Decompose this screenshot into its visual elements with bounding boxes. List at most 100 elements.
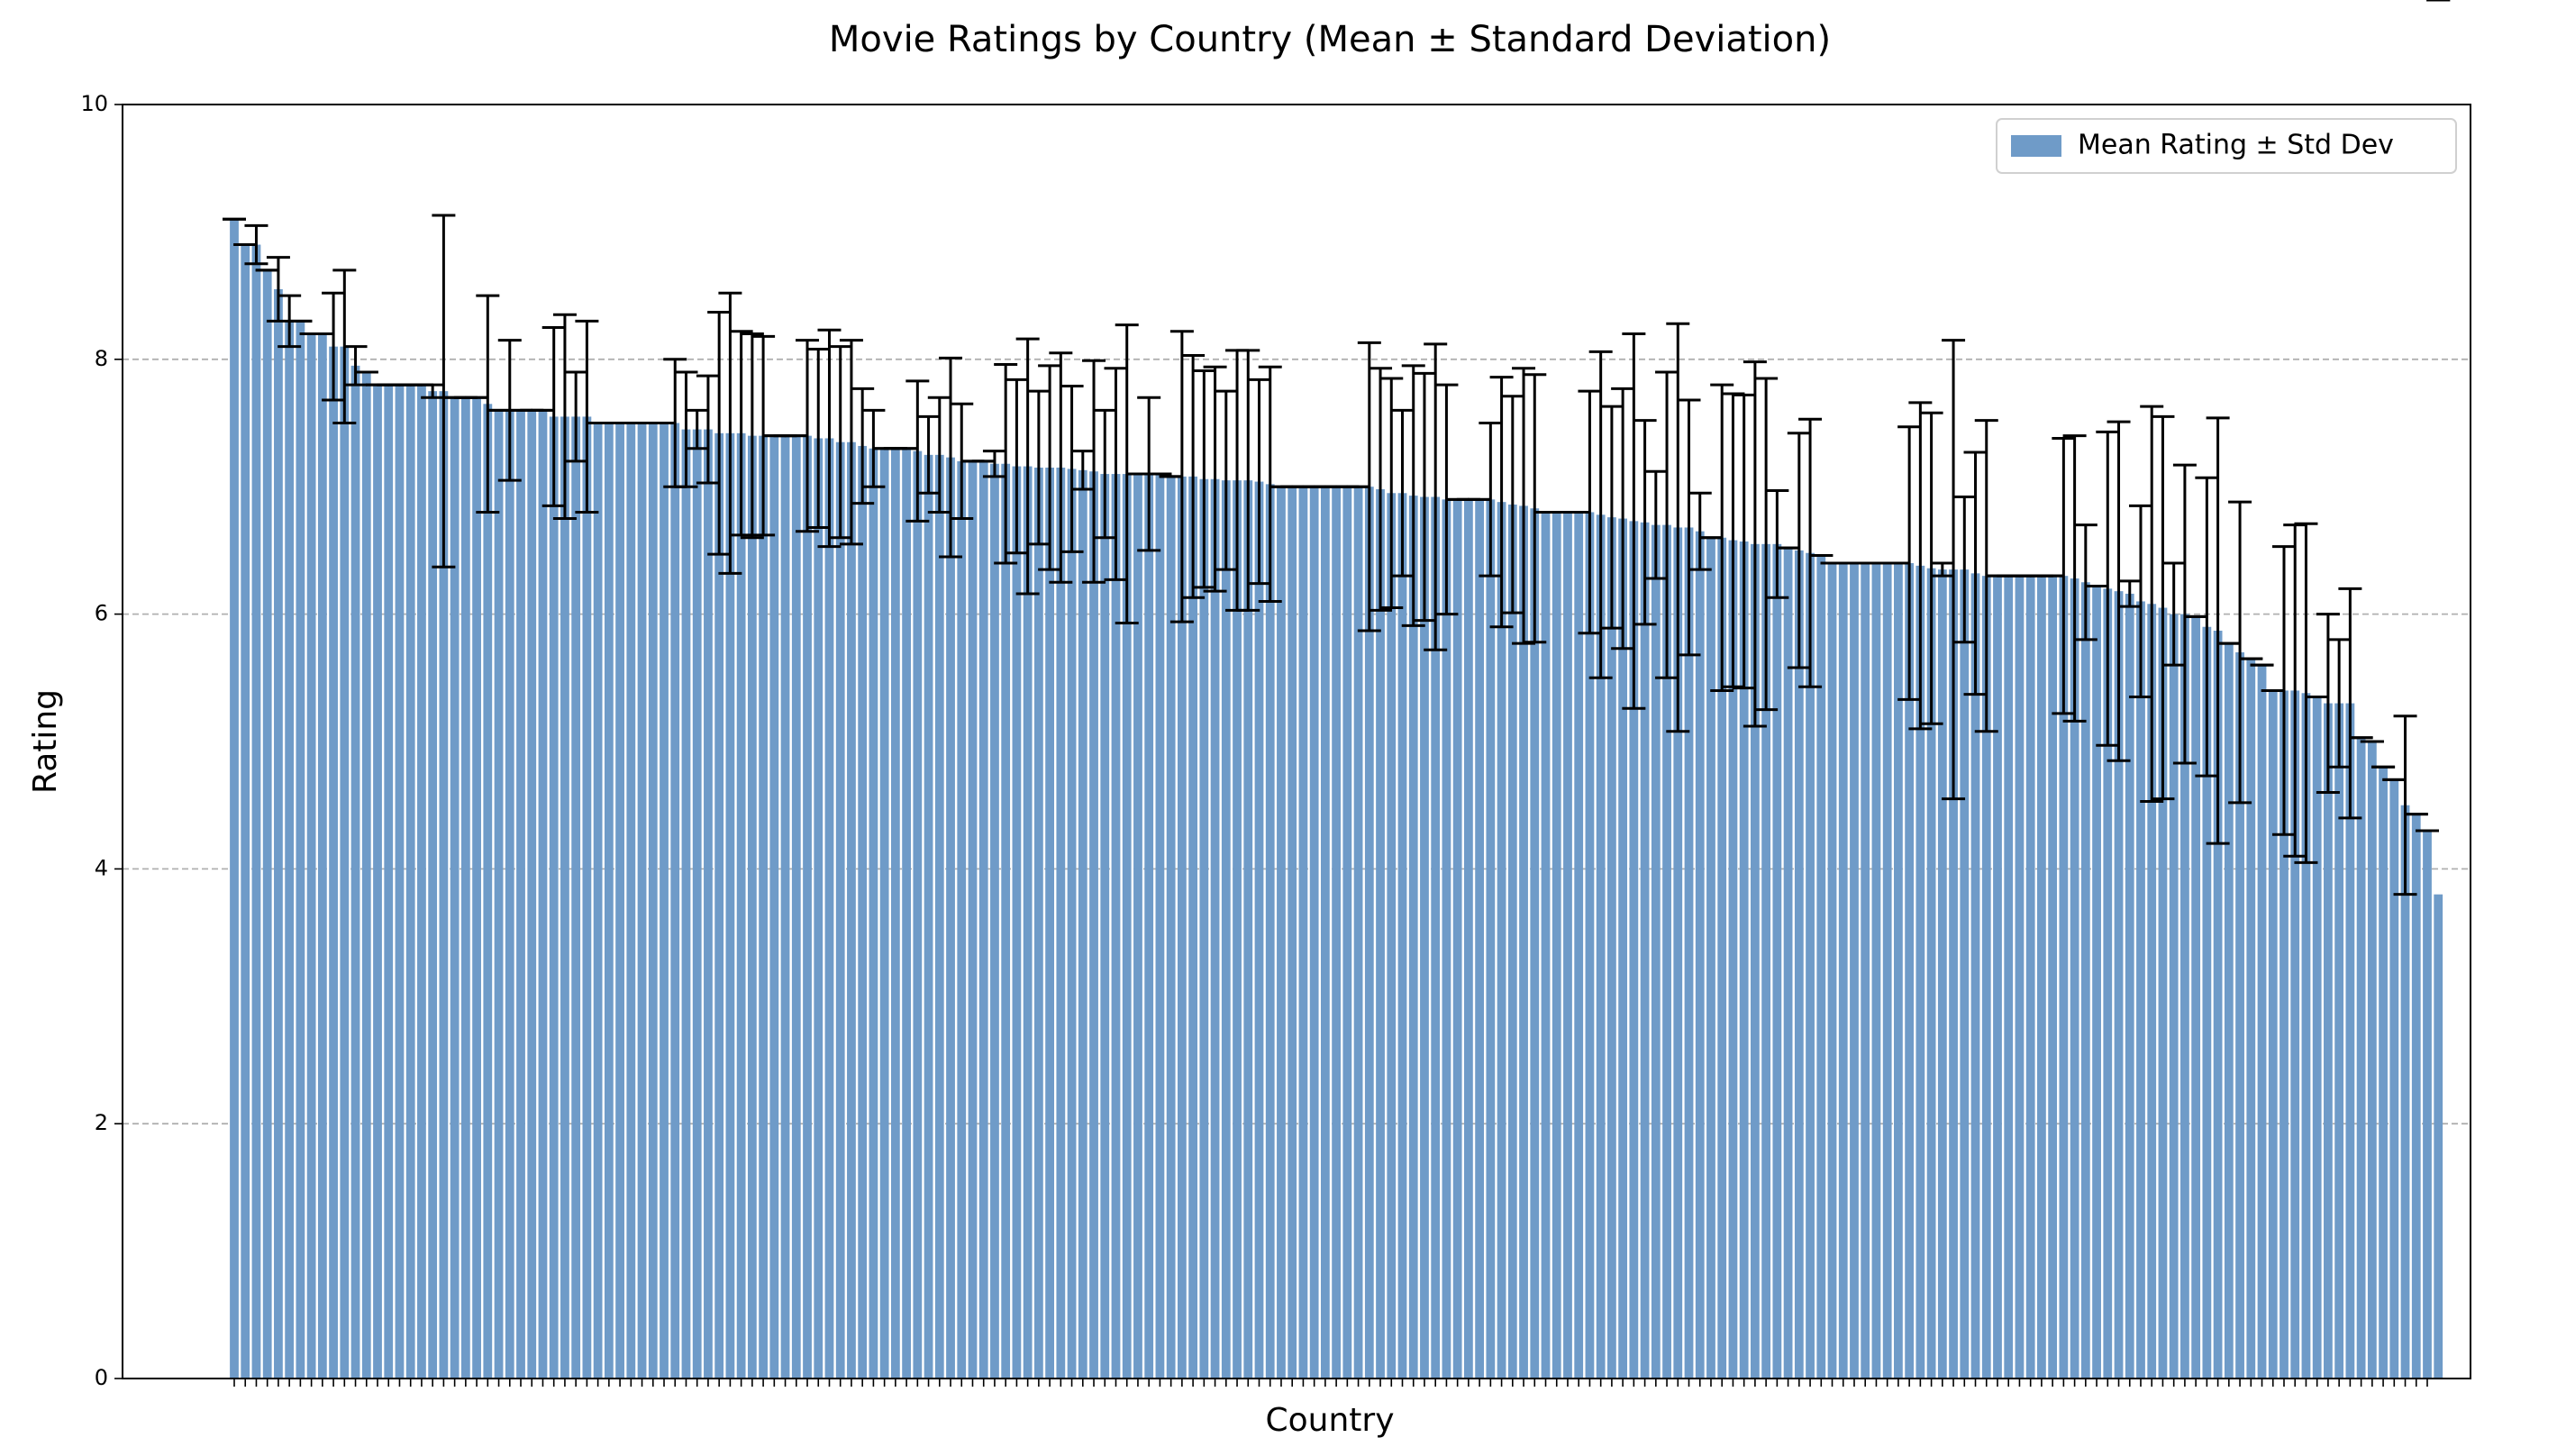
bar: [274, 289, 283, 1379]
bar: [1894, 563, 1903, 1379]
bar: [968, 460, 978, 1379]
bar: [1001, 463, 1011, 1379]
bar: [1871, 563, 1881, 1379]
bar: [990, 463, 999, 1379]
bar: [1618, 518, 1628, 1379]
bar: [1111, 474, 1121, 1379]
error-bar: [1203, 365, 1227, 593]
error-bar: [1897, 425, 1922, 701]
bar: [1144, 474, 1154, 1379]
bar: [2114, 591, 2124, 1379]
error-bar: [916, 414, 941, 495]
error-bar: [1655, 370, 1679, 679]
error-bar: [674, 370, 698, 488]
bar: [1970, 573, 1980, 1379]
bar: [1277, 487, 1286, 1379]
bar: [1651, 524, 1661, 1379]
error-bar: [1247, 378, 1271, 586]
bar: [2324, 703, 2333, 1379]
bar: [1177, 476, 1187, 1379]
error-bar: [1489, 376, 1514, 629]
error-bar: [343, 345, 368, 387]
bar: [1850, 563, 1859, 1379]
bar: [2356, 737, 2366, 1379]
error-bar: [2338, 587, 2362, 820]
error-bar: [2107, 420, 2131, 762]
bar: [1408, 496, 1418, 1379]
error-bar: [1049, 351, 1073, 584]
bar: [725, 432, 735, 1379]
bar: [1463, 499, 1473, 1379]
bar: [1960, 569, 1970, 1379]
bar: [847, 441, 856, 1379]
bar: [1915, 565, 1925, 1379]
error-bar: [806, 347, 831, 529]
error-bar: [2206, 416, 2230, 845]
bar: [1033, 467, 1043, 1379]
error-bar: [1500, 395, 1524, 614]
error-bar: [2393, 714, 2417, 896]
bar: [505, 410, 514, 1379]
legend-label: Mean Rating ± Std Dev: [2078, 130, 2394, 161]
bar: [681, 429, 691, 1379]
error-bar: [2271, 545, 2296, 836]
error-bar: [1082, 359, 1106, 584]
bar: [2389, 779, 2399, 1379]
bar: [604, 423, 614, 1379]
bar: [230, 219, 239, 1379]
error-bar: [2316, 613, 2340, 795]
bar: [1629, 521, 1639, 1379]
bar: [957, 460, 967, 1379]
bar: [2158, 607, 2168, 1379]
error-bar: [2062, 434, 2087, 723]
error-bar: [575, 319, 599, 514]
bar: [1475, 499, 1485, 1379]
bar: [2037, 576, 2046, 1379]
error-bar: [2140, 405, 2164, 803]
bar: [1706, 537, 1715, 1379]
error-bar: [421, 383, 445, 399]
bar: [2434, 894, 2443, 1379]
bar: [1519, 505, 1528, 1379]
bar: [1794, 550, 1804, 1379]
error-bar: [2228, 500, 2252, 805]
bar: [1585, 512, 1595, 1379]
error-bar: [1599, 405, 1624, 630]
bar: [1993, 576, 2002, 1379]
bar: [2400, 805, 2410, 1379]
bar: [1298, 487, 1308, 1379]
bar: [1486, 499, 1496, 1379]
bar: [1309, 487, 1319, 1379]
error-bar: [1611, 387, 1635, 651]
bar: [2059, 576, 2069, 1379]
bar: [1387, 493, 1397, 1379]
bar: [2301, 693, 2311, 1379]
error-bar: [905, 379, 930, 523]
bar: [1541, 512, 1551, 1379]
bar: [1905, 563, 1915, 1379]
error-bar: [696, 374, 720, 485]
bar: [251, 244, 261, 1379]
legend-frame: [1996, 118, 2457, 174]
bar: [472, 397, 481, 1379]
bar: [2015, 576, 2025, 1379]
error-bar: [1643, 469, 1668, 580]
error-bar: [1390, 408, 1415, 578]
error-bar: [1787, 432, 1811, 669]
bar: [2379, 767, 2388, 1379]
bar: [538, 410, 548, 1379]
error-bar: [1633, 419, 1657, 626]
bar: [1442, 499, 1451, 1379]
error-bar: [1578, 389, 1602, 635]
error-bar: [927, 396, 951, 514]
bar: [1981, 576, 1991, 1379]
bar: [350, 365, 360, 1379]
error-bar: [1765, 488, 1789, 599]
error-bar: [552, 313, 577, 521]
bar: [1772, 543, 1782, 1379]
error-bar: [1732, 393, 1756, 690]
y-tick-label: 8: [95, 346, 108, 371]
bar: [549, 416, 559, 1379]
bar: [450, 397, 460, 1379]
error-bar: [1908, 401, 1933, 731]
